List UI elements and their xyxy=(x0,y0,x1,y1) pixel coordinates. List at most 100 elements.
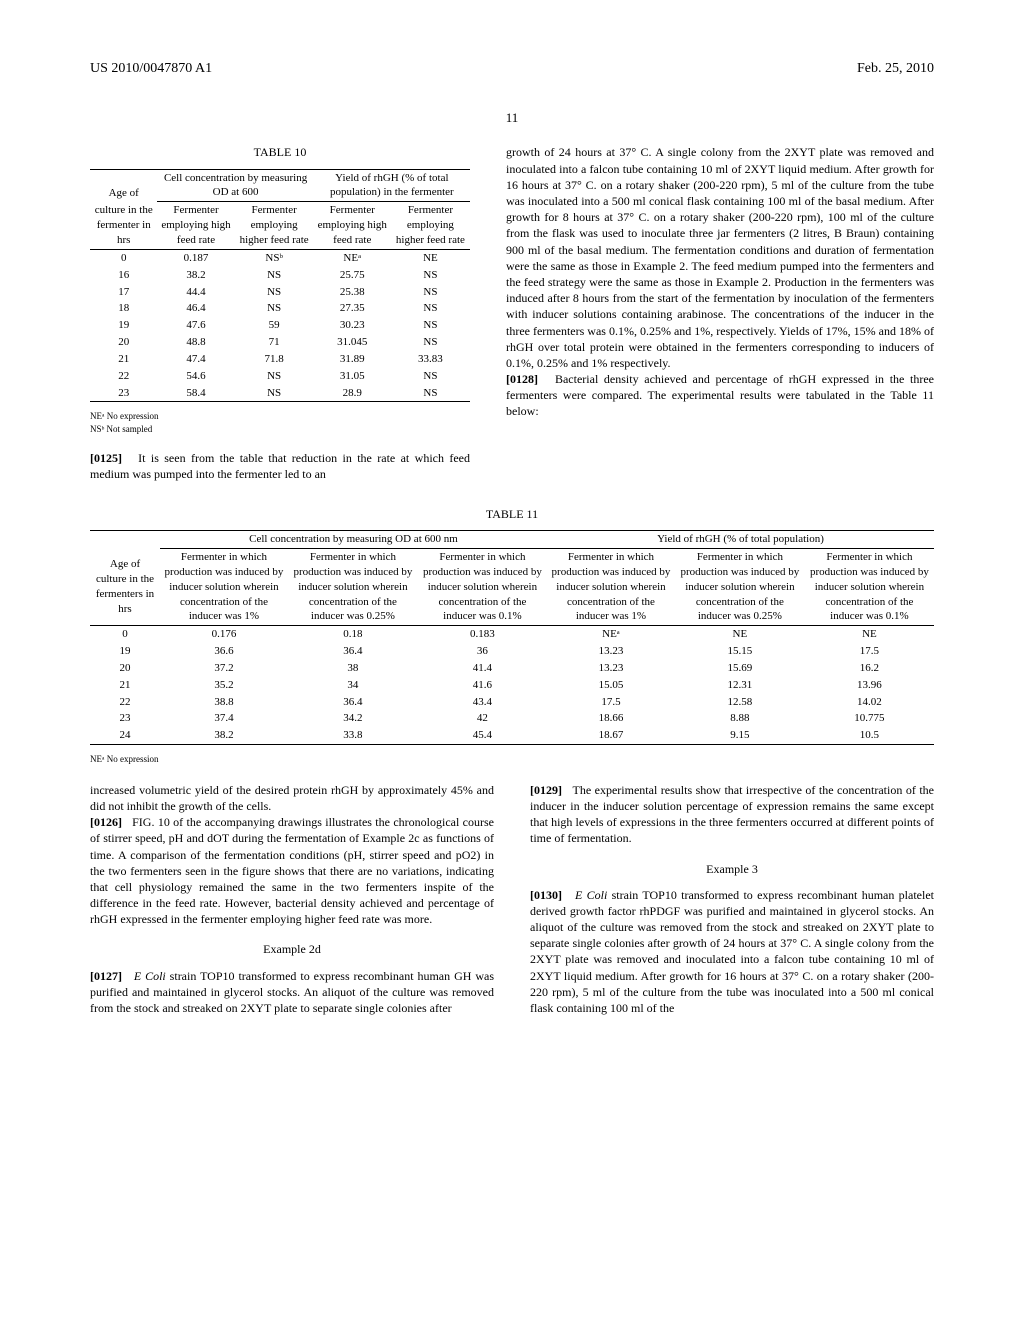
cell: 31.045 xyxy=(314,334,391,351)
cell: NS xyxy=(235,267,314,284)
cell: 47.4 xyxy=(157,351,234,368)
group1: Cell concentration by measuring OD at 60… xyxy=(157,169,313,202)
t11-age: Age of culture in the fermenters in hrs xyxy=(90,549,160,626)
cell: NS xyxy=(391,284,470,301)
cell: 27.35 xyxy=(314,300,391,317)
cell: 17 xyxy=(90,284,157,301)
cell: 45.4 xyxy=(418,727,547,744)
cell: 38.2 xyxy=(160,727,288,744)
cell: 46.4 xyxy=(157,300,234,317)
cell: 12.31 xyxy=(675,677,805,694)
cell: NS xyxy=(391,300,470,317)
para-0125: [0125] It is seen from the table that re… xyxy=(90,450,470,482)
col-age: Age of xyxy=(90,169,157,202)
para-num: [0129] xyxy=(530,783,562,797)
cell: NE xyxy=(675,626,805,643)
cell: 33.8 xyxy=(288,727,418,744)
cell: NS xyxy=(235,300,314,317)
table-row: 2147.471.831.8933.83 xyxy=(90,351,470,368)
cell: 0 xyxy=(90,249,157,266)
cell: 22 xyxy=(90,694,160,711)
cell: 41.4 xyxy=(418,660,547,677)
cell: 13.96 xyxy=(805,677,934,694)
cell: 8.88 xyxy=(675,710,805,727)
t11-s4: Fermenter in which production was induce… xyxy=(547,549,675,626)
para-0126: [0126] FIG. 10 of the accompanying drawi… xyxy=(90,814,494,927)
para-text: FIG. 10 of the accompanying drawings ill… xyxy=(90,815,494,926)
cell: 18.66 xyxy=(547,710,675,727)
para-text: It is seen from the table that reduction… xyxy=(90,451,470,481)
para-num: [0127] xyxy=(90,969,122,983)
table-row: 1638.2NS25.75NS xyxy=(90,267,470,284)
table-row: 2238.836.443.417.512.5814.02 xyxy=(90,694,934,711)
cell: 28.9 xyxy=(314,385,391,402)
publication-number: US 2010/0047870 A1 xyxy=(90,60,212,79)
t11-footnote: NEᵃ No expression xyxy=(90,753,934,766)
cell: 34 xyxy=(288,677,418,694)
para-text: strain TOP10 transformed to express reco… xyxy=(530,888,934,1015)
cell: 13.23 xyxy=(547,643,675,660)
t11-s6: Fermenter in which production was induce… xyxy=(805,549,934,626)
t11-s1: Fermenter in which production was induce… xyxy=(160,549,288,626)
cell: 36.6 xyxy=(160,643,288,660)
italic-ecoli: E Coli xyxy=(575,888,607,902)
col-age2: culture in the fermenter in hrs xyxy=(90,202,157,250)
publication-date: Feb. 25, 2010 xyxy=(857,60,934,79)
para-0127: [0127] E Coli strain TOP10 transformed t… xyxy=(90,968,494,1017)
example-2d-heading: Example 2d xyxy=(90,941,494,957)
sub-d: Fermenter employing higher feed rate xyxy=(391,202,470,250)
table-row: 2358.4NS28.9NS xyxy=(90,385,470,402)
t11-s5: Fermenter in which production was induce… xyxy=(675,549,805,626)
cell: NS xyxy=(235,368,314,385)
cell: 37.4 xyxy=(160,710,288,727)
cell: 48.8 xyxy=(157,334,234,351)
cell: 33.83 xyxy=(391,351,470,368)
cell: 24 xyxy=(90,727,160,744)
sub-b: Fermenter employing higher feed rate xyxy=(235,202,314,250)
cell: 22 xyxy=(90,368,157,385)
cell: 37.2 xyxy=(160,660,288,677)
table10-caption: TABLE 10 xyxy=(90,144,470,160)
table-row: 00.1760.180.183NEᵃNENE xyxy=(90,626,934,643)
cell: 19 xyxy=(90,643,160,660)
cell: NE xyxy=(805,626,934,643)
para-0130: [0130] E Coli strain TOP10 transformed t… xyxy=(530,887,934,1017)
cell: 31.05 xyxy=(314,368,391,385)
cell: 0.176 xyxy=(160,626,288,643)
cell: 38.8 xyxy=(160,694,288,711)
cell: NS xyxy=(391,267,470,284)
page-number: 11 xyxy=(90,109,934,127)
cell: NSᵇ xyxy=(235,249,314,266)
table-row: 2135.23441.615.0512.3113.96 xyxy=(90,677,934,694)
cell: 21 xyxy=(90,351,157,368)
cell: NS xyxy=(235,284,314,301)
cell: 15.69 xyxy=(675,660,805,677)
cell: 35.2 xyxy=(160,677,288,694)
cell: 58.4 xyxy=(157,385,234,402)
cell: 23 xyxy=(90,710,160,727)
cell: NS xyxy=(391,334,470,351)
table-10: Age of Cell concentration by measuring O… xyxy=(90,169,470,403)
table-11: Cell concentration by measuring OD at 60… xyxy=(90,530,934,745)
cell: 44.4 xyxy=(157,284,234,301)
cell: NS xyxy=(391,317,470,334)
t11-s2: Fermenter in which production was induce… xyxy=(288,549,418,626)
cell: 18.67 xyxy=(547,727,675,744)
cell: 47.6 xyxy=(157,317,234,334)
sub-c: Fermenter employing high feed rate xyxy=(314,202,391,250)
cell: 15.15 xyxy=(675,643,805,660)
cell: 43.4 xyxy=(418,694,547,711)
para-num: [0130] xyxy=(530,888,562,902)
table-row: 1947.65930.23NS xyxy=(90,317,470,334)
cell: 13.23 xyxy=(547,660,675,677)
cell: 17.5 xyxy=(805,643,934,660)
para-text: The experimental results show that irres… xyxy=(530,783,934,846)
cell: 21 xyxy=(90,677,160,694)
footnote-ne: NEᵃ No expression xyxy=(90,410,470,423)
cell: NE xyxy=(391,249,470,266)
cell: 10.775 xyxy=(805,710,934,727)
table-row: 1744.4NS25.38NS xyxy=(90,284,470,301)
para-num: [0126] xyxy=(90,815,122,829)
cell: 15.05 xyxy=(547,677,675,694)
cell: 9.15 xyxy=(675,727,805,744)
